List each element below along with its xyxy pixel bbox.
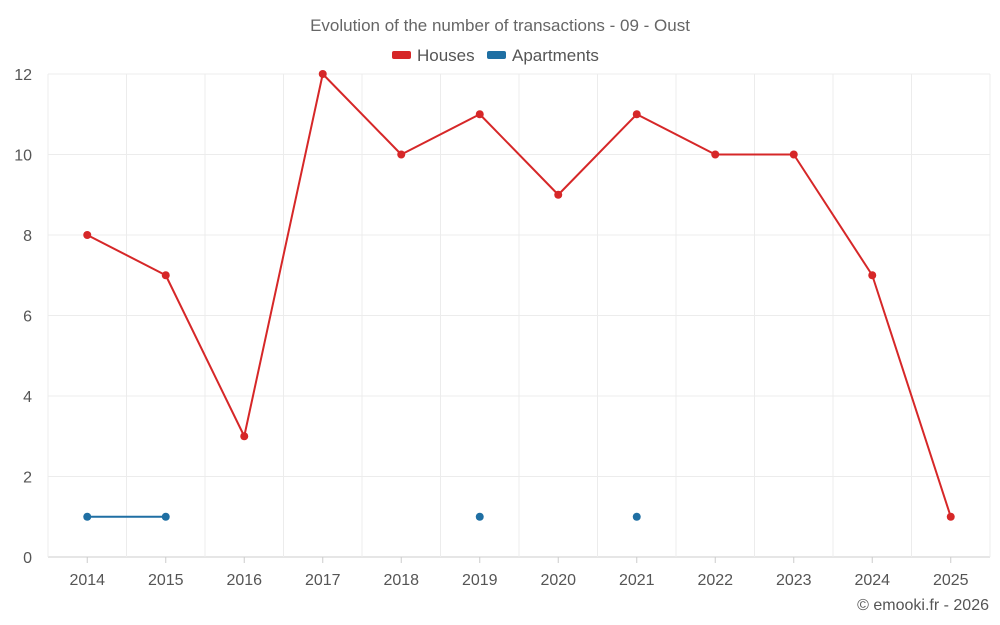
x-tick-label: 2021 — [619, 572, 655, 589]
y-axis: 0 2 4 6 8 10 12 — [14, 67, 32, 567]
legend-label: Houses — [417, 46, 475, 65]
x-tick-label: 2024 — [854, 572, 890, 589]
x-tick-label: 2018 — [383, 572, 419, 589]
series-layer — [83, 70, 955, 521]
data-point-houses[interactable] — [946, 512, 955, 521]
data-point-apartments[interactable] — [632, 512, 641, 521]
legend-swatch — [487, 51, 506, 59]
data-point-houses[interactable] — [240, 432, 249, 441]
data-point-houses[interactable] — [161, 271, 170, 280]
data-point-houses[interactable] — [868, 271, 877, 280]
chart-title: Evolution of the number of transactions … — [310, 16, 690, 35]
data-point-houses[interactable] — [554, 190, 563, 199]
x-tick-label: 2014 — [69, 572, 105, 589]
x-tick-label: 2016 — [226, 572, 262, 589]
data-point-apartments[interactable] — [83, 512, 92, 521]
y-tick-label: 0 — [23, 550, 32, 567]
y-tick-label: 12 — [14, 67, 32, 84]
x-tick-label: 2017 — [305, 572, 341, 589]
legend: Houses Apartments — [392, 46, 599, 65]
legend-label: Apartments — [512, 46, 599, 65]
series-houses — [83, 70, 955, 521]
data-point-houses[interactable] — [711, 150, 720, 159]
y-tick-label: 10 — [14, 148, 32, 165]
x-tick-label: 2015 — [148, 572, 184, 589]
x-tick-label: 2020 — [540, 572, 576, 589]
legend-swatch — [392, 51, 411, 59]
x-tick-label: 2019 — [462, 572, 498, 589]
x-tick-label: 2025 — [933, 572, 969, 589]
data-point-apartments[interactable] — [475, 512, 484, 521]
data-point-houses[interactable] — [397, 150, 406, 159]
data-point-houses[interactable] — [83, 231, 92, 239]
data-point-houses[interactable] — [632, 110, 641, 119]
data-point-houses[interactable] — [318, 70, 327, 78]
data-point-houses[interactable] — [475, 110, 484, 119]
y-tick-label: 4 — [23, 389, 32, 406]
y-tick-label: 6 — [23, 309, 32, 326]
x-tick-label: 2022 — [697, 572, 733, 589]
legend-item-apartments[interactable]: Apartments — [487, 46, 599, 65]
y-tick-label: 2 — [23, 470, 32, 487]
data-point-houses[interactable] — [789, 150, 798, 159]
series-apartments — [83, 512, 641, 521]
x-tick-label: 2023 — [776, 572, 812, 589]
data-point-apartments[interactable] — [161, 512, 170, 521]
legend-item-houses[interactable]: Houses — [392, 46, 475, 65]
series-line-houses — [86, 73, 952, 518]
x-axis: 2014 2015 2016 2017 2018 2019 2020 2021 2022 2023… — [69, 557, 969, 589]
y-tick-label: 8 — [23, 228, 32, 245]
credit-text: © emooki.fr - 2026 — [857, 597, 989, 614]
grid — [47, 73, 991, 558]
